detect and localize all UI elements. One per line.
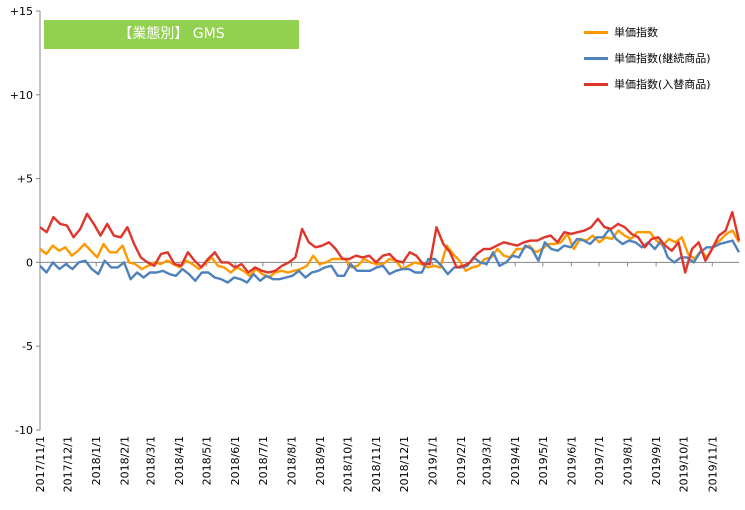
x-axis: 2017/11/1 2017/12/1 2018/1/1 2018/2/1 2018/3… [34,261,739,492]
y-tick-label: 0 [26,256,33,269]
x-tick-label: 2019/4/1 [509,436,522,485]
x-tick-label: 2019/8/1 [622,436,635,485]
x-tick-label: 2018/2/1 [119,436,132,485]
x-tick-label: 2018/12/1 [398,436,411,492]
plot-series [39,210,741,284]
y-tick-label: -10 [15,424,33,437]
x-tick-label: 2018/5/1 [201,436,214,485]
y-tick-label: +15 [10,5,33,18]
x-tick-label: 2019/3/1 [481,436,494,485]
legend-item: 単価指数(入替商品) [584,71,711,97]
legend-label: 単価指数 [614,26,658,39]
legend-item: 単価指数 [584,19,711,45]
legend-label: 単価指数(継続商品) [614,52,711,65]
legend-label: 単価指数(入替商品) [614,78,711,91]
y-tick-label: +10 [10,89,33,102]
x-tick-label: 2019/1/1 [426,436,439,485]
x-tick-label: 2018/9/1 [314,436,327,485]
x-tick-label: 2019/2/1 [455,436,468,485]
x-tick-label: 2017/11/1 [34,436,47,492]
x-tick-label: 2018/11/1 [370,436,383,492]
x-tick-label: 2018/3/1 [145,436,158,485]
x-tick-label: 2019/10/1 [678,436,691,492]
x-tick-label: 2018/7/1 [257,436,270,485]
x-tick-label: 2017/12/1 [62,436,75,492]
x-tick-label: 2018/1/1 [90,436,103,485]
chart-title: 【業態別】 GMS [44,20,299,49]
series-line-2 [39,210,741,274]
chart-legend: 単価指数 単価指数(継続商品) 単価指数(入替商品) [584,19,711,97]
series-line-1 [39,227,741,284]
legend-swatch [584,82,608,86]
y-tick-label: +5 [17,173,33,186]
y-axis: +15 +10 +5 0 -5 -10 [10,5,41,437]
x-tick-label: 2018/6/1 [229,436,242,485]
x-tick-label: 2018/8/1 [285,436,298,485]
x-tick-label: 2019/5/1 [537,436,550,485]
x-tick-label: 2019/7/1 [593,436,606,485]
x-tick-label: 2018/4/1 [173,436,186,485]
x-tick-label: 2019/9/1 [650,436,663,485]
y-tick-label: -5 [22,340,33,353]
x-tick-label: 2018/10/1 [342,436,355,492]
x-tick-label: 2019/6/1 [565,436,578,485]
x-tick-label: 2019/11/1 [706,436,719,492]
legend-swatch [584,30,608,34]
legend-swatch [584,56,608,60]
legend-item: 単価指数(継続商品) [584,45,711,71]
